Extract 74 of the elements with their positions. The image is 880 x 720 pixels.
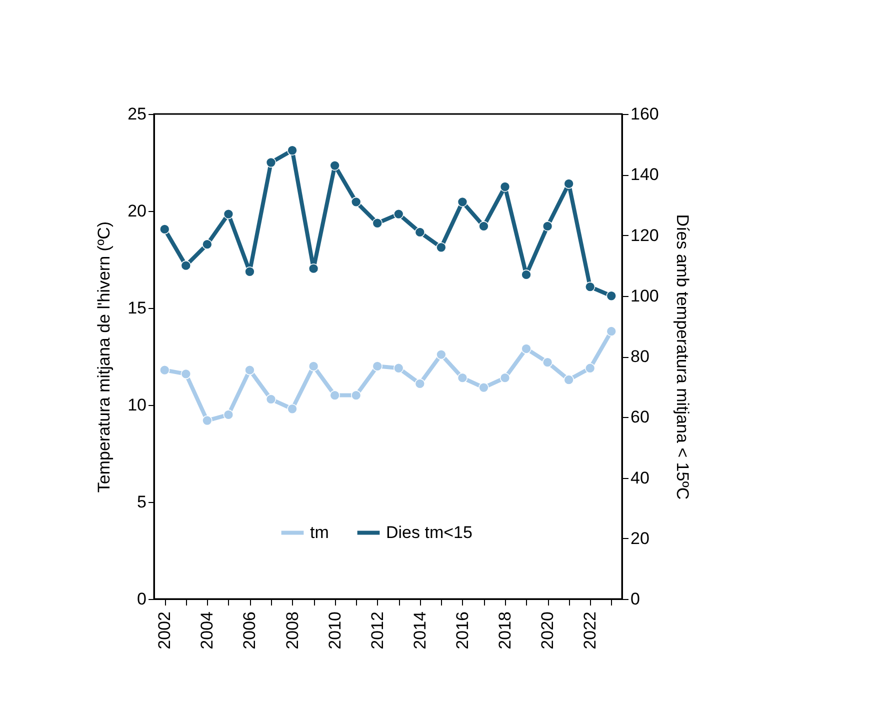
point xyxy=(266,394,276,404)
y-tick-label: 15 xyxy=(128,298,146,318)
point xyxy=(244,266,255,277)
y-tick-label: 0 xyxy=(137,590,146,608)
y2-tick-label: 0 xyxy=(630,590,640,608)
point xyxy=(159,364,170,376)
point xyxy=(180,368,192,380)
x-tick-label: 2018 xyxy=(496,612,514,650)
point xyxy=(542,221,553,232)
point xyxy=(202,239,212,250)
point xyxy=(330,160,340,171)
point xyxy=(393,363,404,374)
x-tick-label: 2002 xyxy=(155,612,174,650)
y2-tick-label: 80 xyxy=(630,347,650,366)
y2-tick-label: 40 xyxy=(630,468,650,488)
point xyxy=(542,357,553,368)
x-tick-label: 2016 xyxy=(452,612,472,650)
point xyxy=(500,372,510,383)
point xyxy=(244,364,255,376)
x-tick-label: 2004 xyxy=(198,612,217,650)
x-tick-label: 2012 xyxy=(368,612,387,650)
y2-axis-title: Díes amb temperatura mitjana < 15ºC xyxy=(672,214,692,500)
x-tick-label: 2014 xyxy=(410,612,430,650)
point xyxy=(372,361,383,372)
y2-tick-label: 60 xyxy=(630,408,650,427)
point xyxy=(223,208,234,220)
point xyxy=(584,282,596,292)
point xyxy=(564,374,574,385)
point xyxy=(457,196,468,208)
x-tick-label: 2008 xyxy=(282,612,302,650)
y2-tick-label: 120 xyxy=(630,226,659,245)
point xyxy=(287,404,298,414)
point xyxy=(436,242,446,253)
point xyxy=(500,182,510,192)
y2-tick-label: 140 xyxy=(630,165,659,184)
point xyxy=(584,363,596,374)
y-tick-label: 5 xyxy=(137,492,146,512)
x-tick-label: 2020 xyxy=(538,612,558,650)
point xyxy=(350,390,362,400)
point xyxy=(266,157,276,168)
y-tick-label: 10 xyxy=(128,396,146,414)
point xyxy=(330,390,340,400)
point xyxy=(393,208,404,220)
point xyxy=(606,290,617,302)
point xyxy=(521,344,532,354)
point xyxy=(478,382,489,393)
point xyxy=(372,218,383,228)
point xyxy=(180,260,192,271)
point xyxy=(287,145,298,156)
point xyxy=(564,178,574,189)
point xyxy=(521,270,532,280)
point xyxy=(202,415,212,426)
point xyxy=(223,410,234,420)
x-tick-label: 2022 xyxy=(580,612,600,650)
point xyxy=(414,227,426,238)
point xyxy=(414,378,426,389)
y2-tick-label: 20 xyxy=(630,528,650,548)
point xyxy=(308,361,319,372)
point xyxy=(457,372,468,383)
y-tick-label: 20 xyxy=(128,202,146,220)
y-tick-label: 25 xyxy=(128,104,146,124)
point xyxy=(308,263,319,274)
y2-tick-label: 160 xyxy=(630,104,659,124)
legend-label: tm xyxy=(310,522,329,542)
y-axis-title: Temperatura mitjana de l'hivern (ºC) xyxy=(94,221,114,493)
x-tick-label: 2006 xyxy=(240,612,260,650)
x-tick-label: 2010 xyxy=(325,612,344,650)
point xyxy=(606,326,617,336)
point xyxy=(478,221,489,232)
legend-label: Dies tm<15 xyxy=(386,522,472,542)
y2-tick-label: 100 xyxy=(630,286,659,306)
point xyxy=(350,196,362,208)
point xyxy=(436,349,446,360)
point xyxy=(159,224,170,234)
